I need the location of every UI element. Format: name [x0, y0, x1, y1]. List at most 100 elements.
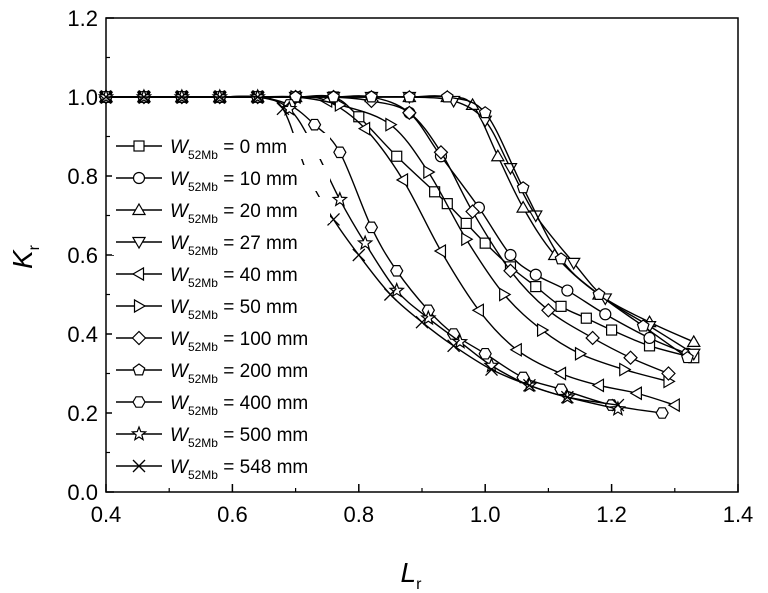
data-point	[655, 407, 669, 419]
legend-marker	[132, 171, 146, 185]
legend-item: W52Mb = 548 mm	[112, 453, 330, 482]
legend: W52Mb = 0 mm W52Mb = 10 mm W52Mb = 20 mm W5…	[112, 133, 330, 482]
data-point	[364, 221, 379, 234]
y-tick-label: 0.6	[67, 243, 98, 268]
data-point	[402, 105, 417, 121]
y-tick-label: 1.2	[67, 6, 98, 31]
data-point	[554, 252, 568, 265]
legend-item: W52Mb = 40 mm	[112, 261, 330, 290]
legend-item: W52Mb = 0 mm	[112, 133, 330, 162]
x-tick-label: 1.2	[596, 502, 627, 527]
data-point	[213, 90, 227, 104]
legend-marker	[130, 425, 148, 442]
data-point	[334, 97, 348, 112]
data-point	[433, 243, 447, 259]
legend-label: W52Mb = 200 mm	[170, 361, 308, 386]
data-point	[307, 118, 322, 131]
data-point	[574, 346, 588, 361]
data-point	[433, 144, 449, 160]
data-point	[629, 386, 642, 401]
series-layer	[97, 88, 701, 419]
data-point	[566, 257, 581, 271]
data-point	[333, 146, 347, 159]
data-point	[636, 319, 650, 332]
data-point	[327, 90, 340, 103]
data-point	[485, 363, 498, 377]
x-tick-label: 0.8	[344, 502, 375, 527]
y-tick-label: 1.0	[67, 85, 98, 110]
data-point	[391, 150, 403, 162]
data-point	[451, 333, 469, 349]
data-point	[352, 248, 366, 262]
data-point	[402, 90, 416, 103]
legend-label: W52Mb = 50 mm	[170, 297, 298, 322]
data-point	[681, 350, 694, 364]
data-point	[553, 366, 567, 381]
data-point	[605, 324, 618, 336]
y-tick-label: 0.4	[67, 322, 98, 347]
data-point	[479, 237, 491, 249]
data-point	[289, 90, 303, 103]
data-point	[465, 204, 480, 219]
legend-marker	[132, 396, 146, 408]
data-point	[585, 330, 600, 346]
legend-label: W52Mb = 500 mm	[170, 425, 308, 450]
data-point	[490, 149, 505, 162]
data-point	[536, 322, 550, 338]
data-point	[175, 90, 189, 104]
data-point	[483, 356, 500, 373]
legend-marker	[133, 140, 145, 152]
data-point	[441, 198, 453, 210]
legend-label: W52Mb = 40 mm	[170, 265, 298, 290]
data-point	[478, 347, 492, 360]
legend-item: W52Mb = 400 mm	[112, 389, 330, 418]
data-point	[522, 378, 536, 392]
data-point	[591, 378, 605, 393]
data-point	[331, 191, 349, 207]
legend-item: W52Mb = 20 mm	[112, 197, 330, 226]
data-point	[356, 234, 374, 251]
data-point	[623, 350, 638, 366]
y-tick-label: 0.8	[67, 164, 98, 189]
data-point	[609, 400, 627, 417]
legend-label: W52Mb = 27 mm	[170, 233, 298, 258]
legend-marker	[131, 266, 145, 282]
legend-label: W52Mb = 0 mm	[170, 137, 287, 162]
legend-marker	[131, 330, 147, 346]
x-tick-label: 0.6	[217, 502, 248, 527]
y-tick-label: 0.0	[67, 480, 98, 505]
legend-marker	[131, 202, 147, 216]
legend-item: W52Mb = 500 mm	[112, 421, 330, 450]
data-point	[503, 263, 518, 279]
data-point	[509, 342, 522, 357]
x-tick-label: 1.4	[723, 502, 754, 527]
data-point	[478, 106, 492, 119]
data-point	[395, 172, 409, 188]
data-point	[619, 362, 632, 377]
data-point	[390, 265, 404, 277]
data-point	[415, 315, 429, 329]
x-tick-label: 1.0	[470, 502, 501, 527]
data-point	[471, 303, 484, 318]
data-point	[554, 383, 568, 396]
data-point	[251, 90, 265, 104]
data-point	[281, 100, 298, 116]
series-line	[105, 95, 619, 406]
data-point	[516, 200, 531, 213]
data-point	[516, 181, 530, 194]
data-point	[276, 102, 290, 116]
legend-label: W52Mb = 20 mm	[170, 201, 298, 226]
data-point	[461, 232, 474, 247]
y-axis-title: Kr	[7, 244, 43, 269]
data-point	[460, 217, 472, 229]
y-tick-label: 0.2	[67, 401, 98, 426]
data-point	[447, 339, 461, 353]
data-point	[529, 268, 542, 281]
data-point	[667, 398, 680, 413]
data-point	[599, 308, 612, 321]
data-point	[530, 281, 542, 293]
data-point	[560, 390, 574, 404]
legend-marker	[131, 236, 147, 250]
x-axis-title: Lr	[401, 557, 423, 593]
data-point	[388, 281, 405, 298]
